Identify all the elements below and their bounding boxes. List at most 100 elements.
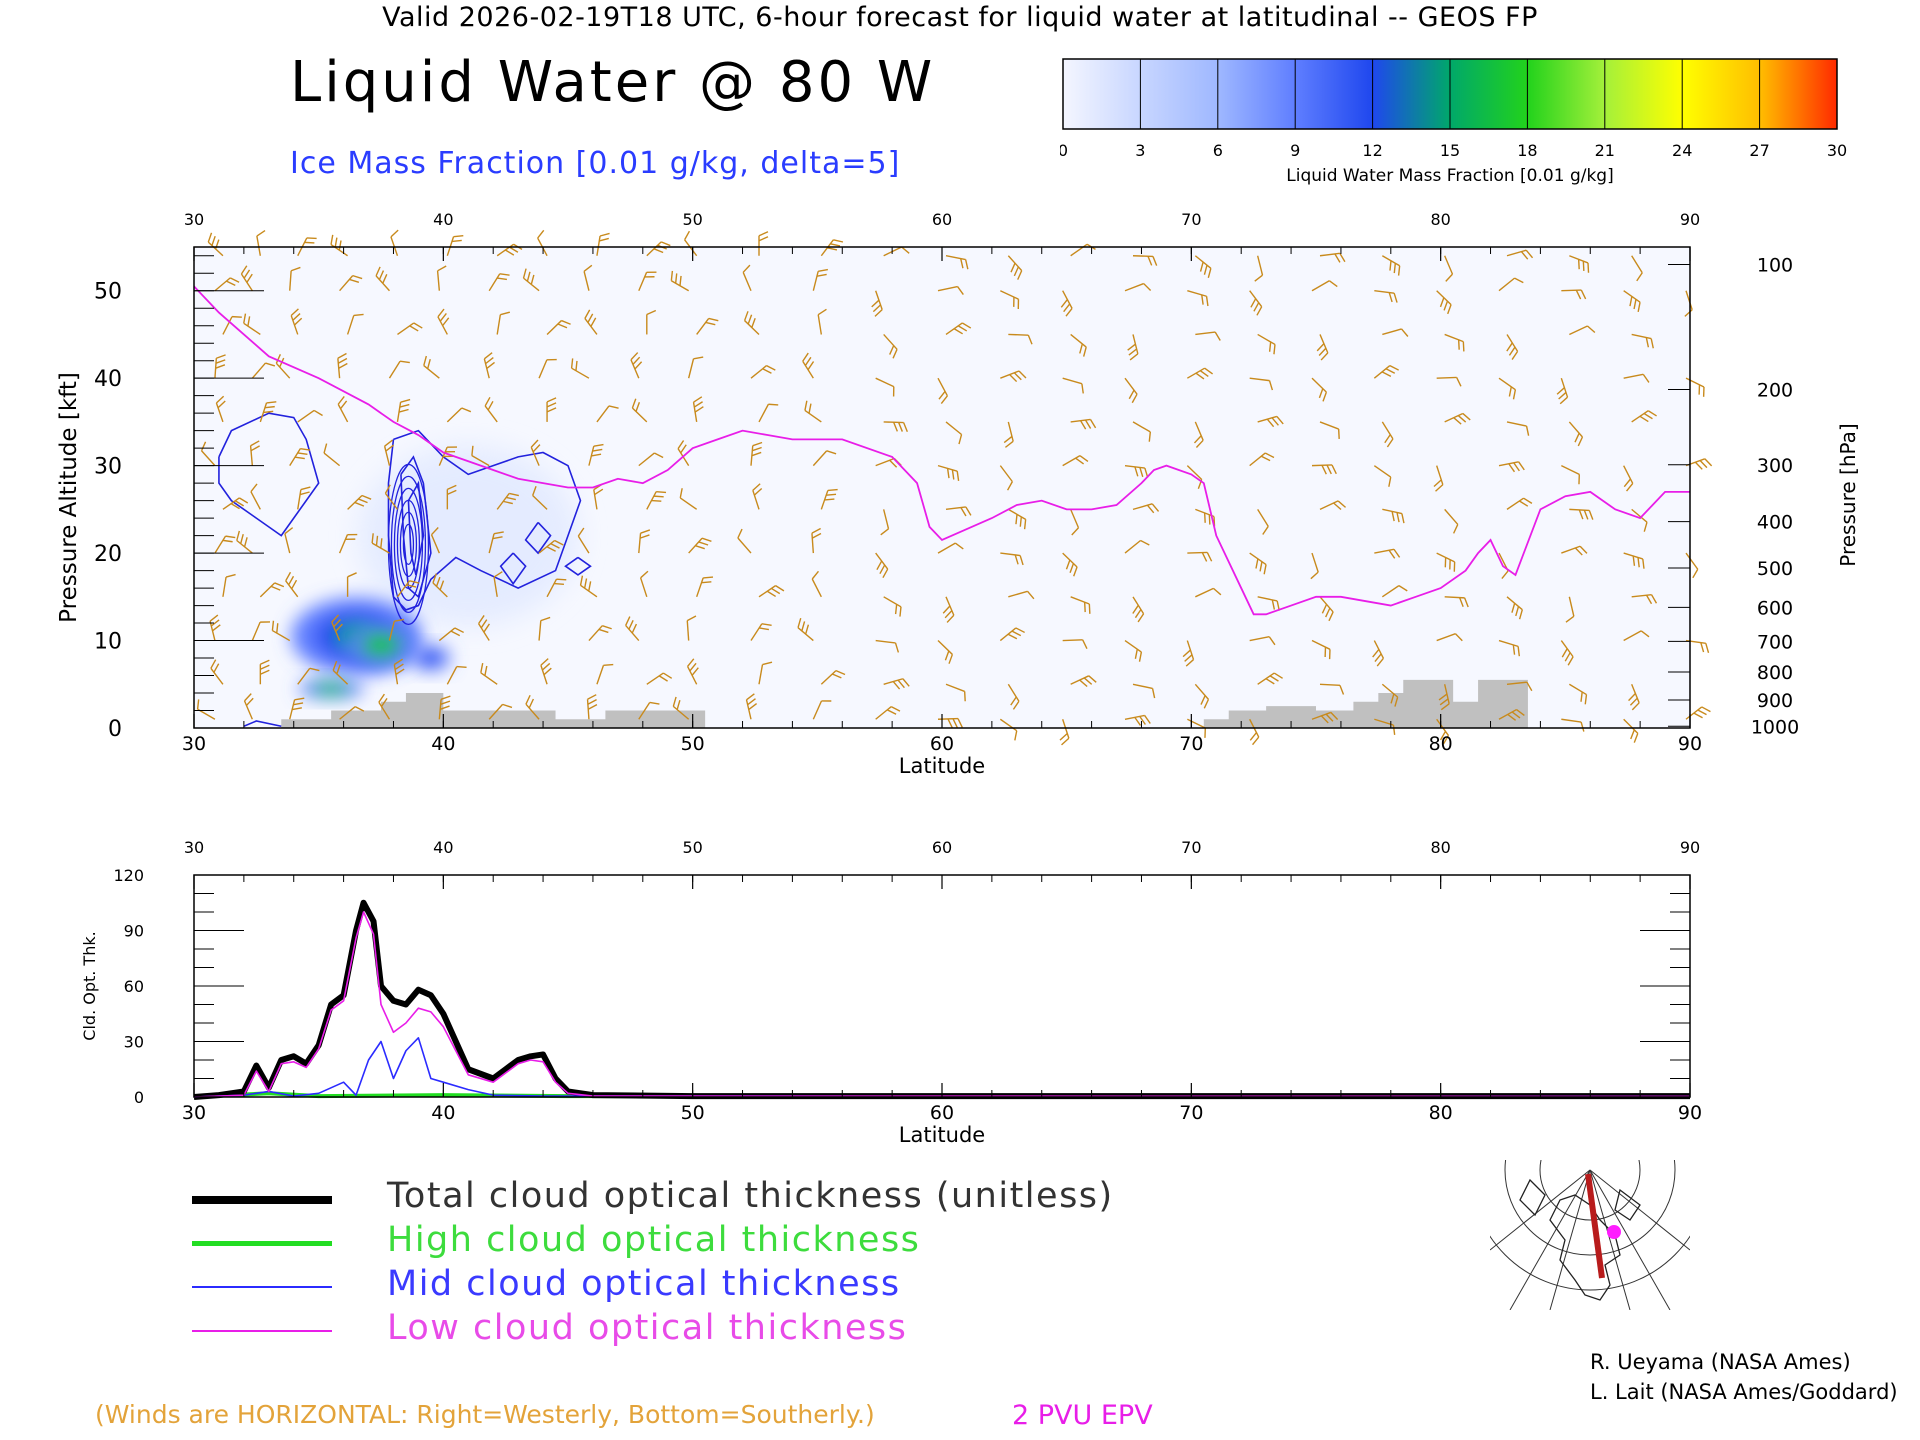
wind-barb xyxy=(875,639,900,653)
wind-barb-flag xyxy=(577,527,585,537)
wind-barb-flag xyxy=(1328,611,1334,622)
wind-barb-flag xyxy=(826,450,837,455)
legend-mid-label: Mid cloud optical thickness xyxy=(387,1264,901,1304)
wind-barb-staff xyxy=(1124,639,1142,653)
wind-barb-flag xyxy=(265,362,276,367)
wind-barb xyxy=(880,509,890,536)
wind-barb xyxy=(646,491,667,510)
wind-barb-staff xyxy=(1187,718,1206,729)
wind-barb-staff xyxy=(937,285,958,292)
wind-barb-staff xyxy=(1319,500,1339,510)
x-tick-label-top: 50 xyxy=(682,210,702,229)
wind-barb-flag xyxy=(1134,609,1142,619)
wind-barb-flag xyxy=(1393,292,1398,303)
wind-barb-staff xyxy=(758,403,770,423)
wind-barb-staff xyxy=(811,533,815,554)
wind-barb-flag xyxy=(1018,370,1027,379)
wind-barb-staff xyxy=(436,270,441,291)
wind-barb xyxy=(1436,552,1456,572)
wind-barb-staff xyxy=(646,672,664,685)
wind-barb xyxy=(743,311,760,335)
wind-barb-flag xyxy=(294,317,303,326)
wind-barb-flag xyxy=(1438,693,1448,701)
cross-section-chart: 3030404050506060707080809090010203040501… xyxy=(56,210,1860,775)
wind-barb-flag xyxy=(1583,509,1589,520)
wind-barb-flag xyxy=(897,679,905,689)
wind-barb xyxy=(625,616,640,642)
y-tick-label: 20 xyxy=(94,542,122,567)
y-tick-label: 40 xyxy=(94,367,122,392)
wind-barb-flag xyxy=(375,535,379,546)
wind-barb xyxy=(337,352,348,379)
wind-barb-flag xyxy=(1139,467,1144,478)
wind-barb-flag xyxy=(594,488,604,496)
wind-barb-flag xyxy=(1143,283,1152,292)
wind-barb-staff xyxy=(346,315,355,335)
wind-barb-staff xyxy=(1374,290,1395,294)
wind-barb xyxy=(750,364,776,379)
cot-series-line xyxy=(193,911,1691,1098)
wind-barb-flag xyxy=(1650,338,1654,349)
wind-barb-flag xyxy=(1457,339,1460,350)
wind-barb-flag xyxy=(1182,649,1191,658)
wind-barb-flag xyxy=(1587,262,1590,273)
wind-barb-staff xyxy=(737,537,752,554)
wind-barb-flag xyxy=(260,621,271,623)
wind-barb-flag xyxy=(439,705,450,710)
wind-barb-flag xyxy=(1254,274,1263,282)
wind-barb xyxy=(942,596,955,623)
ice-contour xyxy=(499,552,527,586)
wind-barb-flag xyxy=(811,532,822,539)
wind-barb-flag xyxy=(1632,555,1636,566)
wind-barb-staff xyxy=(820,670,837,685)
wind-barb-staff xyxy=(1382,328,1402,336)
cot-series-line xyxy=(193,899,1690,1100)
y-tick-label: 50 xyxy=(94,280,122,305)
wind-barb xyxy=(1008,333,1033,345)
wind-barb-flag xyxy=(894,604,898,615)
wind-barb-flag xyxy=(1435,484,1444,492)
wind-barb-flag xyxy=(1637,557,1640,568)
wind-barb xyxy=(1631,594,1658,605)
wind-barb-flag xyxy=(587,313,594,323)
wind-barb-flag xyxy=(758,236,769,242)
wind-barb xyxy=(522,268,540,292)
wind-barb xyxy=(297,409,323,423)
wind-barb xyxy=(1311,639,1331,660)
wind-barb-staff xyxy=(256,235,262,256)
wind-barb xyxy=(1000,552,1024,566)
wind-barb xyxy=(1062,377,1084,394)
wind-barb-flag xyxy=(447,446,458,448)
wind-barb-staff xyxy=(679,497,698,510)
wind-barb-flag xyxy=(651,499,662,502)
wind-barb xyxy=(670,270,690,292)
wind-barb xyxy=(812,700,832,720)
wind-barb-flag xyxy=(1631,702,1640,711)
wind-barb-staff xyxy=(1374,548,1395,554)
wind-barb-flag xyxy=(378,693,385,703)
wind-barb-flag xyxy=(694,406,704,413)
wind-barb xyxy=(1062,639,1088,650)
wind-barb-flag xyxy=(338,362,348,369)
colorbar-tick-label: 24 xyxy=(1672,141,1692,160)
wind-barb-flag xyxy=(385,444,395,452)
wind-barb-flag xyxy=(292,707,302,711)
colorbar-tick-label: 18 xyxy=(1517,141,1537,160)
wind-barb xyxy=(638,701,660,720)
wind-barb-flag xyxy=(1574,432,1580,443)
wind-barb-flag xyxy=(532,444,541,453)
wind-barb-flag xyxy=(1019,516,1023,527)
wind-barb-flag xyxy=(1633,299,1637,310)
wind-barb-flag xyxy=(1010,262,1016,273)
wind-barb-flag xyxy=(1508,346,1516,356)
wind-barb-flag xyxy=(954,542,964,550)
wind-barb-staff xyxy=(1257,596,1278,602)
wind-barb-flag xyxy=(1328,280,1338,288)
wind-barb-flag xyxy=(693,356,704,360)
pressure-tick-label: 300 xyxy=(1757,455,1793,477)
wind-barb-flag xyxy=(1559,396,1568,405)
wind-barb-flag xyxy=(1520,251,1529,260)
winds-note: (Winds are HORIZONTAL: Right=Westerly, B… xyxy=(95,1400,875,1429)
wind-barb-staff xyxy=(488,703,504,720)
wind-barb-staff xyxy=(396,580,411,598)
